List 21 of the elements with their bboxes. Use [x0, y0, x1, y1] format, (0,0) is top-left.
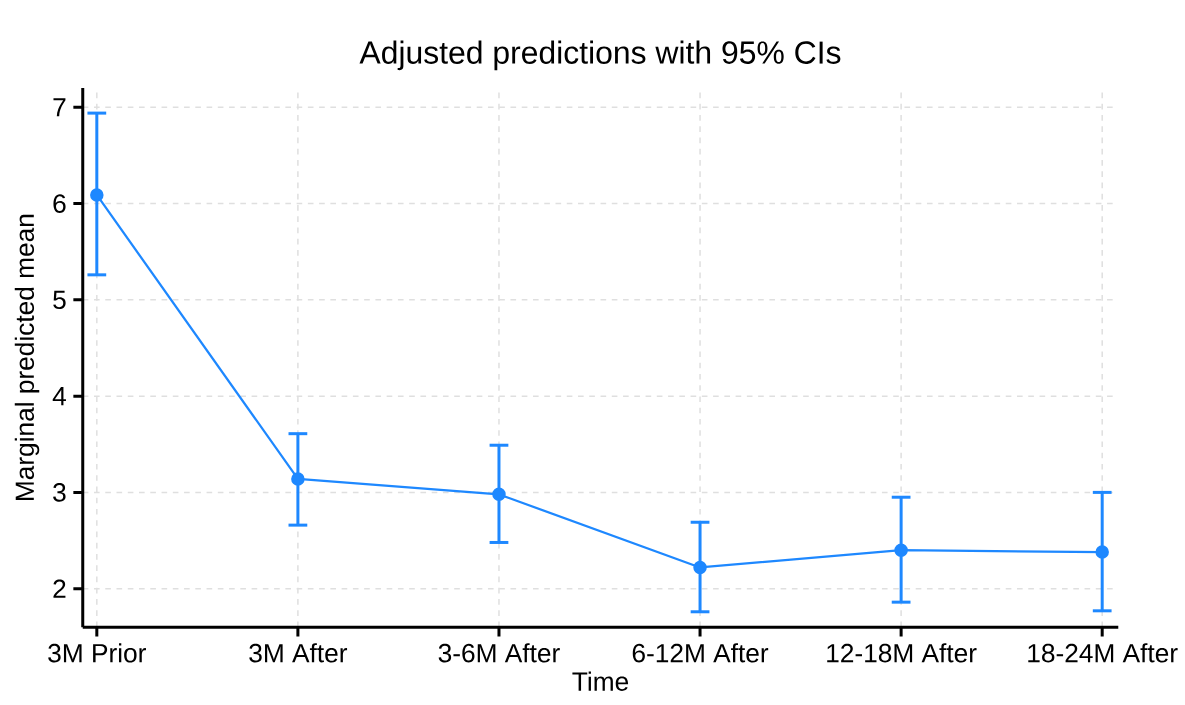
- x-tick-label: 3M Prior: [48, 643, 146, 663]
- point: [693, 560, 707, 575]
- y-tick-label: 5: [53, 290, 66, 310]
- chart-title: Adjusted predictions with 95% CIs: [359, 40, 841, 71]
- x-axis-title: Time: [572, 671, 629, 692]
- x-tick-label: 18-24M After: [1028, 643, 1178, 663]
- x-tick-label: 3M After: [249, 643, 348, 663]
- x-tick-label: 12-18M After: [827, 643, 977, 663]
- point: [894, 543, 908, 558]
- y-tick-label: 6: [53, 194, 66, 214]
- x-tick-label: 6-12M After: [632, 643, 769, 663]
- y-tick-label: 2: [53, 579, 66, 599]
- y-tick-label: 3: [53, 483, 66, 502]
- y-tick-label: 7: [53, 98, 66, 117]
- point: [90, 188, 104, 202]
- y-axis-title: Marginal predicted mean: [14, 215, 40, 501]
- point: [291, 472, 305, 486]
- x-tick-label: 3-6M After: [438, 643, 560, 663]
- point: [1095, 545, 1109, 560]
- point: [492, 487, 506, 502]
- y-tick-label: 4: [52, 387, 66, 406]
